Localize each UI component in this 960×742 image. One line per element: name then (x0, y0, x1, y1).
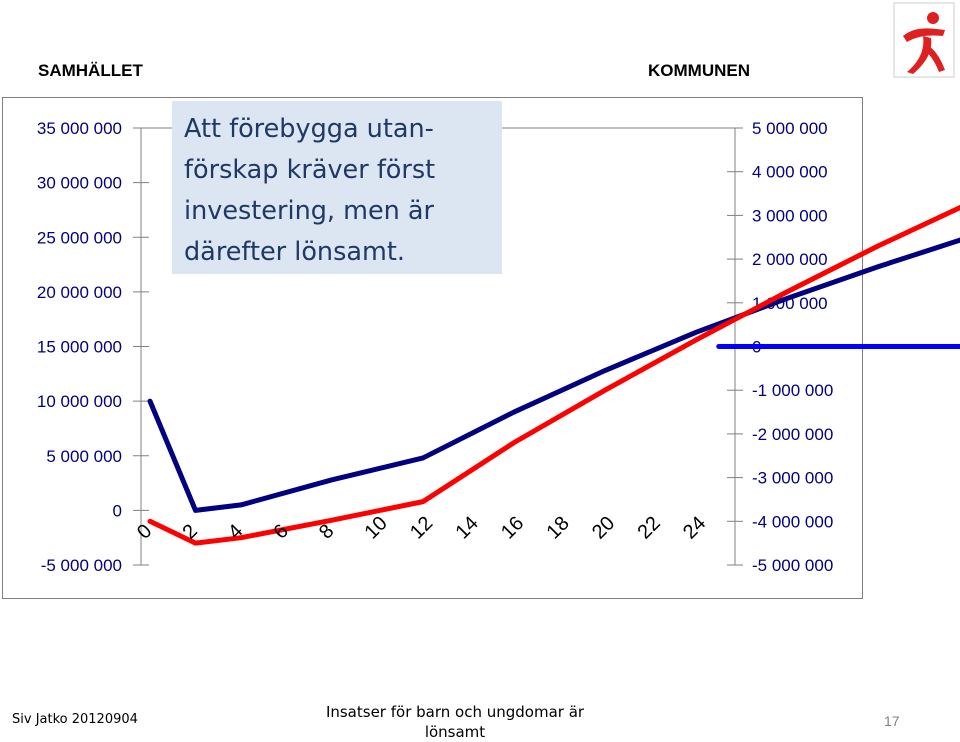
logo-icon (893, 2, 955, 78)
left-axis-tick-label: 0 (113, 501, 122, 520)
right-axis-tick-label: 2 000 000 (752, 250, 828, 269)
left-axis-tick-label: 15 000 000 (37, 338, 122, 357)
left-axis-tick-label: 5 000 000 (46, 447, 122, 466)
right-axis-tick-label: 4 000 000 (752, 163, 828, 182)
x-axis-tick-label: 18 (542, 512, 573, 543)
footer-author: Siv Jatko 20120904 (12, 712, 138, 727)
callout-box: Att förebygga utan- förskap kräver först… (172, 101, 502, 274)
left-axis-header: SAMHÄLLET (38, 61, 143, 80)
callout-line: Att förebygga utan- (184, 114, 434, 144)
right-axis-tick-label: -2 000 000 (752, 425, 833, 444)
right-axis-tick-label: -4 000 000 (752, 512, 833, 531)
right-axis-tick-label: -5 000 000 (752, 556, 833, 575)
series-line-1 (147, 204, 960, 546)
callout-line: förskap kräver först (184, 155, 436, 185)
x-axis-tick-label: 2 (178, 520, 201, 543)
page-number: 17 (884, 713, 900, 729)
series-line-0 (147, 237, 960, 513)
right-axis-tick-label: 5 000 000 (752, 119, 828, 138)
left-axis-tick-label: -5 000 000 (41, 556, 122, 575)
x-axis-tick-label: 10 (360, 512, 391, 543)
x-axis-tick-label: 22 (633, 512, 664, 543)
right-axis-tick-label: -3 000 000 (752, 469, 833, 488)
left-axis-tick-label: 10 000 000 (37, 392, 122, 411)
left-axis-tick-label: 30 000 000 (37, 174, 122, 193)
callout-line: därefter lönsamt. (184, 237, 405, 267)
right-axis-header: KOMMUNEN (648, 61, 750, 80)
footer-title: Insatser för barn och ungdomar är lönsam… (290, 702, 620, 742)
x-axis-tick-label: 12 (406, 512, 437, 543)
footer-title-line: Insatser för barn och ungdomar är (325, 703, 585, 721)
x-axis-tick-label: 16 (497, 512, 528, 543)
left-axis-tick-label: 20 000 000 (37, 283, 122, 302)
left-axis-tick-label: 25 000 000 (37, 228, 122, 247)
x-axis-tick-label: 24 (679, 512, 710, 543)
right-axis-tick-label: 3 000 000 (752, 206, 828, 225)
x-axis-tick-label: 6 (269, 520, 292, 543)
x-axis-tick-label: 20 (588, 512, 619, 543)
left-axis-tick-label: 35 000 000 (37, 119, 122, 138)
x-axis-tick-label: 14 (451, 512, 482, 543)
footer-title-line: lönsamt (424, 723, 486, 741)
callout-line: investering, men är (184, 196, 435, 226)
right-axis-tick-label: -1 000 000 (752, 381, 833, 400)
